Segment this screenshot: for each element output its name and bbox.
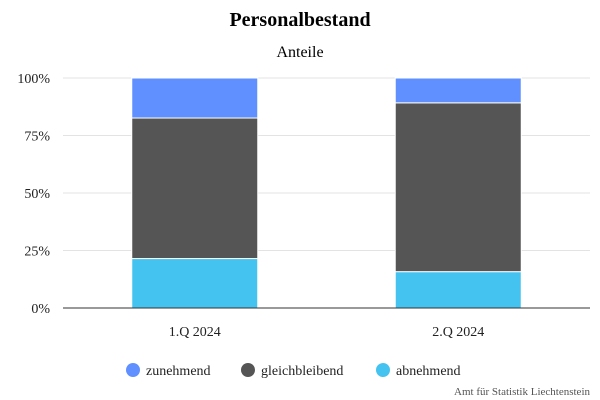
y-tick-label: 0% — [31, 302, 50, 317]
bars — [131, 77, 522, 309]
chart-subtitle: Anteile — [276, 44, 323, 61]
y-tick-label: 25% — [24, 245, 50, 260]
y-tick-label: 75% — [24, 130, 50, 145]
chart-title: Personalbestand — [229, 9, 370, 31]
y-axis-ticks: 0% 25% 50% 75% 100% — [17, 72, 50, 317]
bar-gleichbleibend[interactable] — [394, 102, 522, 273]
credit-text: Amt für Statistik Liechtenstein — [454, 386, 590, 398]
legend-label: gleichbleibend — [261, 364, 343, 379]
bar-zunehmend[interactable] — [394, 77, 522, 104]
x-axis-ticks: 1.Q 2024 2.Q 2024 — [169, 325, 485, 340]
bar-abnehmend[interactable] — [394, 271, 522, 309]
legend-marker — [126, 363, 140, 377]
y-tick-label: 50% — [24, 187, 50, 202]
legend-label: abnehmend — [396, 364, 461, 379]
legend-item-gleichbleibend[interactable]: gleichbleibend — [241, 363, 343, 379]
legend-item-abnehmend[interactable]: abnehmend — [376, 363, 461, 379]
x-tick-label: 2.Q 2024 — [432, 325, 484, 340]
y-tick-label: 100% — [17, 72, 50, 87]
bar-abnehmend[interactable] — [131, 258, 259, 309]
bar-zunehmend[interactable] — [131, 77, 259, 119]
bar-gleichbleibend[interactable] — [131, 117, 259, 260]
legend-marker — [241, 363, 255, 377]
legend[interactable]: zunehmend gleichbleibend abnehmend — [126, 363, 461, 379]
legend-label: zunehmend — [146, 364, 211, 379]
legend-item-zunehmend[interactable]: zunehmend — [126, 363, 211, 379]
x-tick-label: 1.Q 2024 — [169, 325, 221, 340]
legend-marker — [376, 363, 390, 377]
